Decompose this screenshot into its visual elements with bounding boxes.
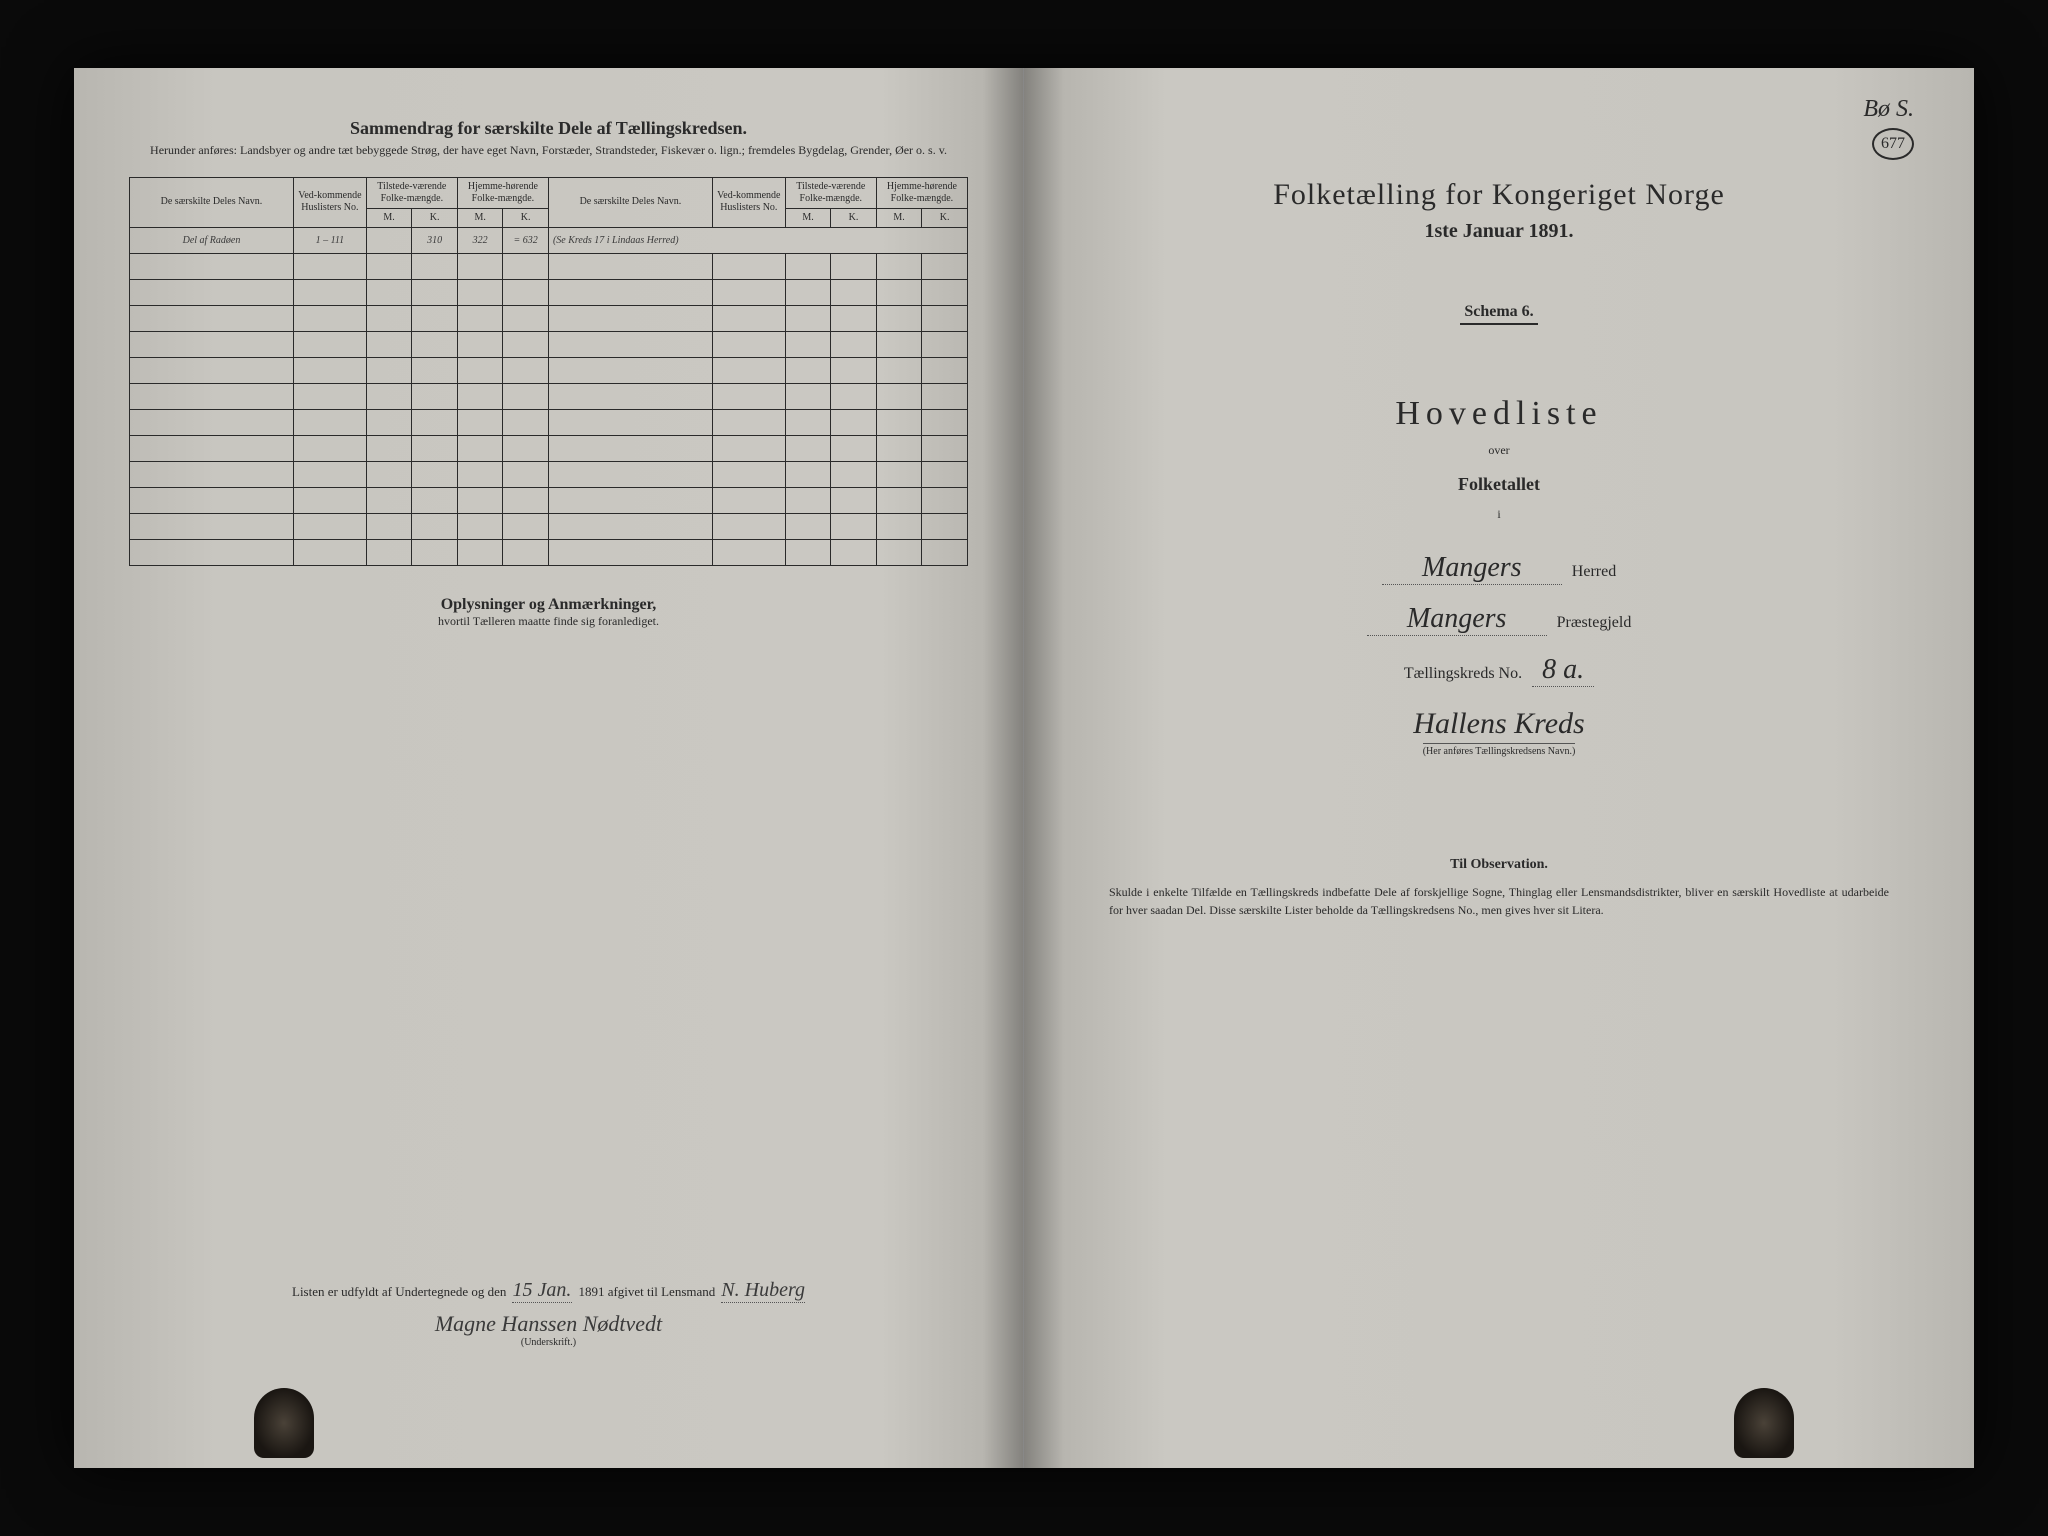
cell-name2: (Se Kreds 17 i Lindaas Herred) xyxy=(548,227,967,253)
table-row xyxy=(130,279,968,305)
table-row xyxy=(130,435,968,461)
summary-title: Sammendrag for særskilte Dele af Tælling… xyxy=(129,118,968,139)
table-row xyxy=(130,305,968,331)
corner-annotation: Bø S. xyxy=(1863,96,1914,123)
th-m: M. xyxy=(366,208,412,227)
right-page: Bø S. 677 Folketælling for Kongeriget No… xyxy=(1024,68,1974,1468)
table-row xyxy=(130,461,968,487)
th-k: K. xyxy=(412,208,458,227)
cell-hk: = 632 xyxy=(503,227,549,253)
th-m3: M. xyxy=(785,208,831,227)
book-spread: Sammendrag for særskilte Dele af Tælling… xyxy=(74,68,1974,1468)
table-row xyxy=(130,253,968,279)
sign-prefix: Listen er udfyldt af Undertegnede og den xyxy=(292,1284,506,1300)
th-tilstede2: Tilstede-værende Folke-mængde. xyxy=(785,177,876,208)
summary-subnote: Herunder anføres: Landsbyer og andre tæt… xyxy=(129,143,968,159)
th-k4: K. xyxy=(922,208,968,227)
th-husl2: Ved-kommende Huslisters No. xyxy=(712,177,785,227)
spine-shadow xyxy=(983,68,1023,1468)
table-row xyxy=(130,487,968,513)
herred-row: Mangers Herred xyxy=(1079,552,1919,585)
kreds-no-row: Tællingskreds No. 8 a. xyxy=(1079,654,1919,687)
kreds-label: Tællingskreds No. xyxy=(1404,665,1522,683)
th-m4: M. xyxy=(876,208,922,227)
table-row xyxy=(130,331,968,357)
herred-label: Herred xyxy=(1572,563,1616,581)
signature-block: Listen er udfyldt af Undertegnede og den… xyxy=(129,1279,968,1348)
over-label: over xyxy=(1079,443,1919,458)
kreds-sub: (Her anføres Tællingskredsens Navn.) xyxy=(1423,743,1576,757)
table-row xyxy=(130,409,968,435)
book-clip-icon xyxy=(254,1388,314,1458)
left-page: Sammendrag for særskilte Dele af Tælling… xyxy=(74,68,1024,1468)
notes-sub: hvortil Tælleren maatte finde sig foranl… xyxy=(129,614,968,629)
folketallet: Folketallet xyxy=(1079,474,1919,495)
th-name: De særskilte Deles Navn. xyxy=(130,177,294,227)
cell-husl: 1 – 111 xyxy=(293,227,366,253)
title-page-content: Folketælling for Kongeriget Norge 1ste J… xyxy=(1079,118,1919,919)
table-row xyxy=(130,513,968,539)
cell-hm: 322 xyxy=(457,227,503,253)
table-row xyxy=(130,357,968,383)
hovedliste: Hovedliste xyxy=(1079,395,1919,433)
schema-label: Schema 6. xyxy=(1460,303,1537,325)
cell-tk: 310 xyxy=(412,227,458,253)
cell-tm xyxy=(366,227,412,253)
table-row xyxy=(130,539,968,565)
underskrift-label: (Underskrift.) xyxy=(129,1337,968,1348)
praestegjeld-row: Mangers Præstegjeld xyxy=(1079,603,1919,636)
table-row xyxy=(130,383,968,409)
observation-text: Skulde i enkelte Tilfælde en Tællingskre… xyxy=(1079,883,1919,919)
notes-heading: Oplysninger og Anmærkninger, xyxy=(129,596,968,614)
th-m2: M. xyxy=(457,208,503,227)
th-k2: K. xyxy=(503,208,549,227)
praestegjeld-value: Mangers xyxy=(1367,603,1547,636)
sign-lensmand: N. Huberg xyxy=(721,1279,805,1303)
th-tilstede: Tilstede-værende Folke-mængde. xyxy=(366,177,457,208)
page-number: 677 xyxy=(1872,128,1914,160)
signature: Magne Hanssen Nødtvedt xyxy=(129,1311,968,1337)
praestegjeld-label: Præstegjeld xyxy=(1557,614,1632,632)
th-name2: De særskilte Deles Navn. xyxy=(548,177,712,227)
spine-shadow xyxy=(1024,68,1064,1468)
th-hjemme: Hjemme-hørende Folke-mængde. xyxy=(457,177,548,208)
kreds-name: Hallens Kreds xyxy=(1079,707,1919,741)
book-clip-icon xyxy=(1734,1388,1794,1458)
summary-table: De særskilte Deles Navn. Ved-kommende Hu… xyxy=(129,177,968,566)
th-k3: K. xyxy=(831,208,877,227)
th-hjemme2: Hjemme-hørende Folke-mængde. xyxy=(876,177,967,208)
sign-year: 1891 afgivet til Lensmand xyxy=(578,1284,715,1300)
th-husl: Ved-kommende Huslisters No. xyxy=(293,177,366,227)
cell-name: Del af Radøen xyxy=(130,227,294,253)
i-label: i xyxy=(1079,507,1919,522)
sign-date: 15 Jan. xyxy=(512,1279,572,1303)
table-row: Del af Radøen 1 – 111 310 322 = 632 (Se … xyxy=(130,227,968,253)
census-title: Folketælling for Kongeriget Norge xyxy=(1079,178,1919,212)
census-date: 1ste Januar 1891. xyxy=(1079,220,1919,243)
kreds-no: 8 a. xyxy=(1532,654,1594,687)
herred-value: Mangers xyxy=(1382,552,1562,585)
observation-heading: Til Observation. xyxy=(1079,857,1919,873)
table-body: Del af Radøen 1 – 111 310 322 = 632 (Se … xyxy=(130,227,968,565)
